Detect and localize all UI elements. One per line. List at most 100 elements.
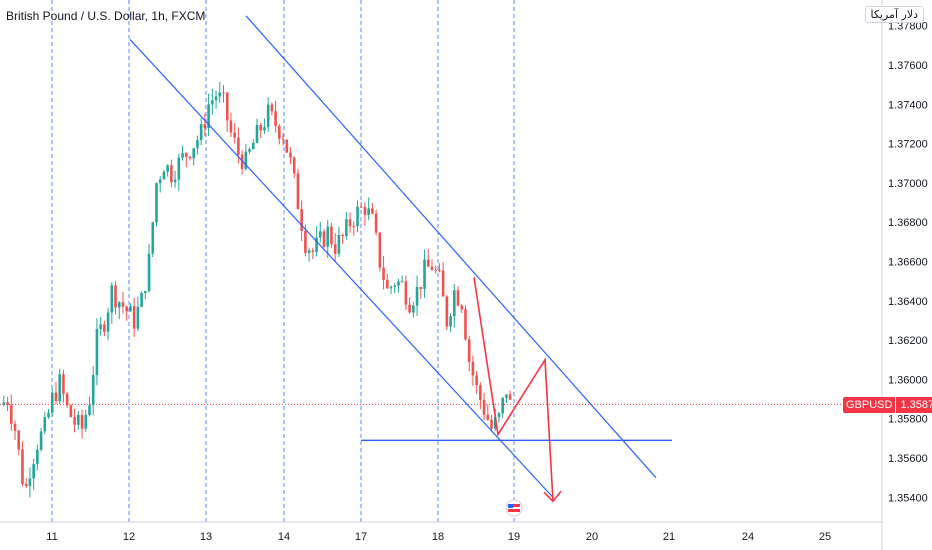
candle-body	[251, 142, 255, 150]
candle-body	[307, 250, 311, 253]
candle-body	[88, 405, 91, 415]
candle-body	[162, 171, 166, 180]
candle-body	[47, 412, 50, 418]
y-tick-label: 1.36200	[888, 335, 928, 347]
candle-body	[43, 417, 47, 432]
candle-body	[281, 138, 285, 140]
candle-body	[359, 206, 363, 208]
candle-body	[248, 149, 251, 152]
candle-body	[155, 183, 158, 223]
candle-body	[95, 329, 99, 376]
candle-body	[58, 374, 62, 402]
candle-body	[39, 431, 43, 450]
candle-body	[233, 132, 236, 138]
candle-body	[136, 306, 140, 329]
candle-body	[397, 281, 400, 286]
candle-body	[304, 230, 307, 253]
candle-body	[382, 267, 385, 280]
candle-body	[300, 209, 303, 231]
candle-body	[374, 213, 378, 233]
y-tick-label: 1.36400	[888, 296, 928, 308]
candle-body	[441, 270, 445, 297]
x-tick-label: 13	[200, 531, 212, 543]
candle-body	[378, 232, 382, 268]
candle-body	[203, 124, 207, 128]
candle-body	[255, 124, 259, 143]
candle-body	[471, 361, 475, 376]
candle-body	[229, 120, 233, 133]
candle-body	[430, 266, 434, 270]
candle-body	[266, 104, 270, 128]
candle-body	[501, 397, 504, 414]
candle-body	[62, 374, 65, 394]
x-tick-label: 20	[586, 531, 598, 543]
x-tick-label: 19	[508, 531, 520, 543]
candle-body	[28, 478, 32, 487]
candle-body	[482, 399, 486, 415]
candle-body	[125, 306, 129, 312]
projection-path	[473, 277, 554, 502]
candle-body	[475, 375, 478, 386]
candle-body	[106, 312, 110, 332]
x-tick-label: 25	[819, 531, 831, 543]
candle-body	[103, 324, 106, 332]
candle-body	[144, 291, 147, 294]
candle-body	[211, 100, 214, 105]
candle-body	[80, 414, 84, 429]
candle-body	[315, 237, 318, 252]
candle-body	[508, 394, 512, 400]
candle-body	[117, 302, 121, 308]
candle-body	[400, 281, 404, 283]
candle-body	[50, 392, 54, 413]
candle-body	[356, 206, 359, 227]
candle-body	[259, 124, 263, 131]
drawings[interactable]	[129, 15, 672, 517]
candle-body	[196, 140, 199, 149]
candle-body	[311, 250, 315, 252]
candle-body	[322, 231, 326, 247]
candle-body	[479, 385, 482, 400]
candle-body	[2, 402, 6, 405]
y-tick-label: 1.35800	[888, 414, 928, 426]
candle-body	[237, 137, 240, 155]
flag-canton	[508, 504, 513, 508]
candle-body	[225, 92, 229, 121]
x-tick-label: 18	[432, 531, 444, 543]
y-tick-label: 1.36800	[888, 217, 928, 229]
candle-body	[151, 222, 155, 254]
candle-body	[77, 414, 80, 425]
candle-body	[348, 219, 352, 227]
projection-arrowhead	[543, 490, 562, 503]
currency-badge[interactable]: دلار آمریکا	[864, 6, 924, 23]
y-tick-label: 1.37200	[888, 139, 928, 151]
candle-body	[10, 405, 13, 424]
candle-body	[32, 464, 35, 479]
flag-stripe-white	[508, 507, 520, 509]
y-tick-label: 1.35400	[888, 492, 928, 504]
candle-body	[214, 96, 218, 101]
candle-body	[278, 125, 281, 139]
candle-body	[445, 296, 449, 327]
x-tick-label: 24	[742, 531, 754, 543]
candle-body	[270, 104, 274, 112]
candle-body	[140, 293, 143, 307]
candle-body	[337, 235, 341, 254]
channel-lower-line	[129, 39, 554, 498]
y-tick-label: 1.37600	[888, 60, 928, 72]
candle-body	[110, 285, 114, 313]
candle-body	[199, 124, 203, 141]
candle-body	[419, 286, 423, 290]
candle-body	[177, 157, 181, 180]
candle-body	[24, 483, 28, 487]
candle-body	[330, 226, 333, 245]
candle-body	[91, 375, 95, 406]
candle-body	[222, 92, 225, 94]
candle-body	[408, 304, 411, 313]
candle-body	[490, 419, 493, 429]
candle-body	[36, 449, 39, 465]
last-price-tag: GBPUSD 1.35873	[843, 397, 932, 413]
candle-body	[166, 165, 169, 172]
y-tick-label: 1.37400	[888, 99, 928, 111]
